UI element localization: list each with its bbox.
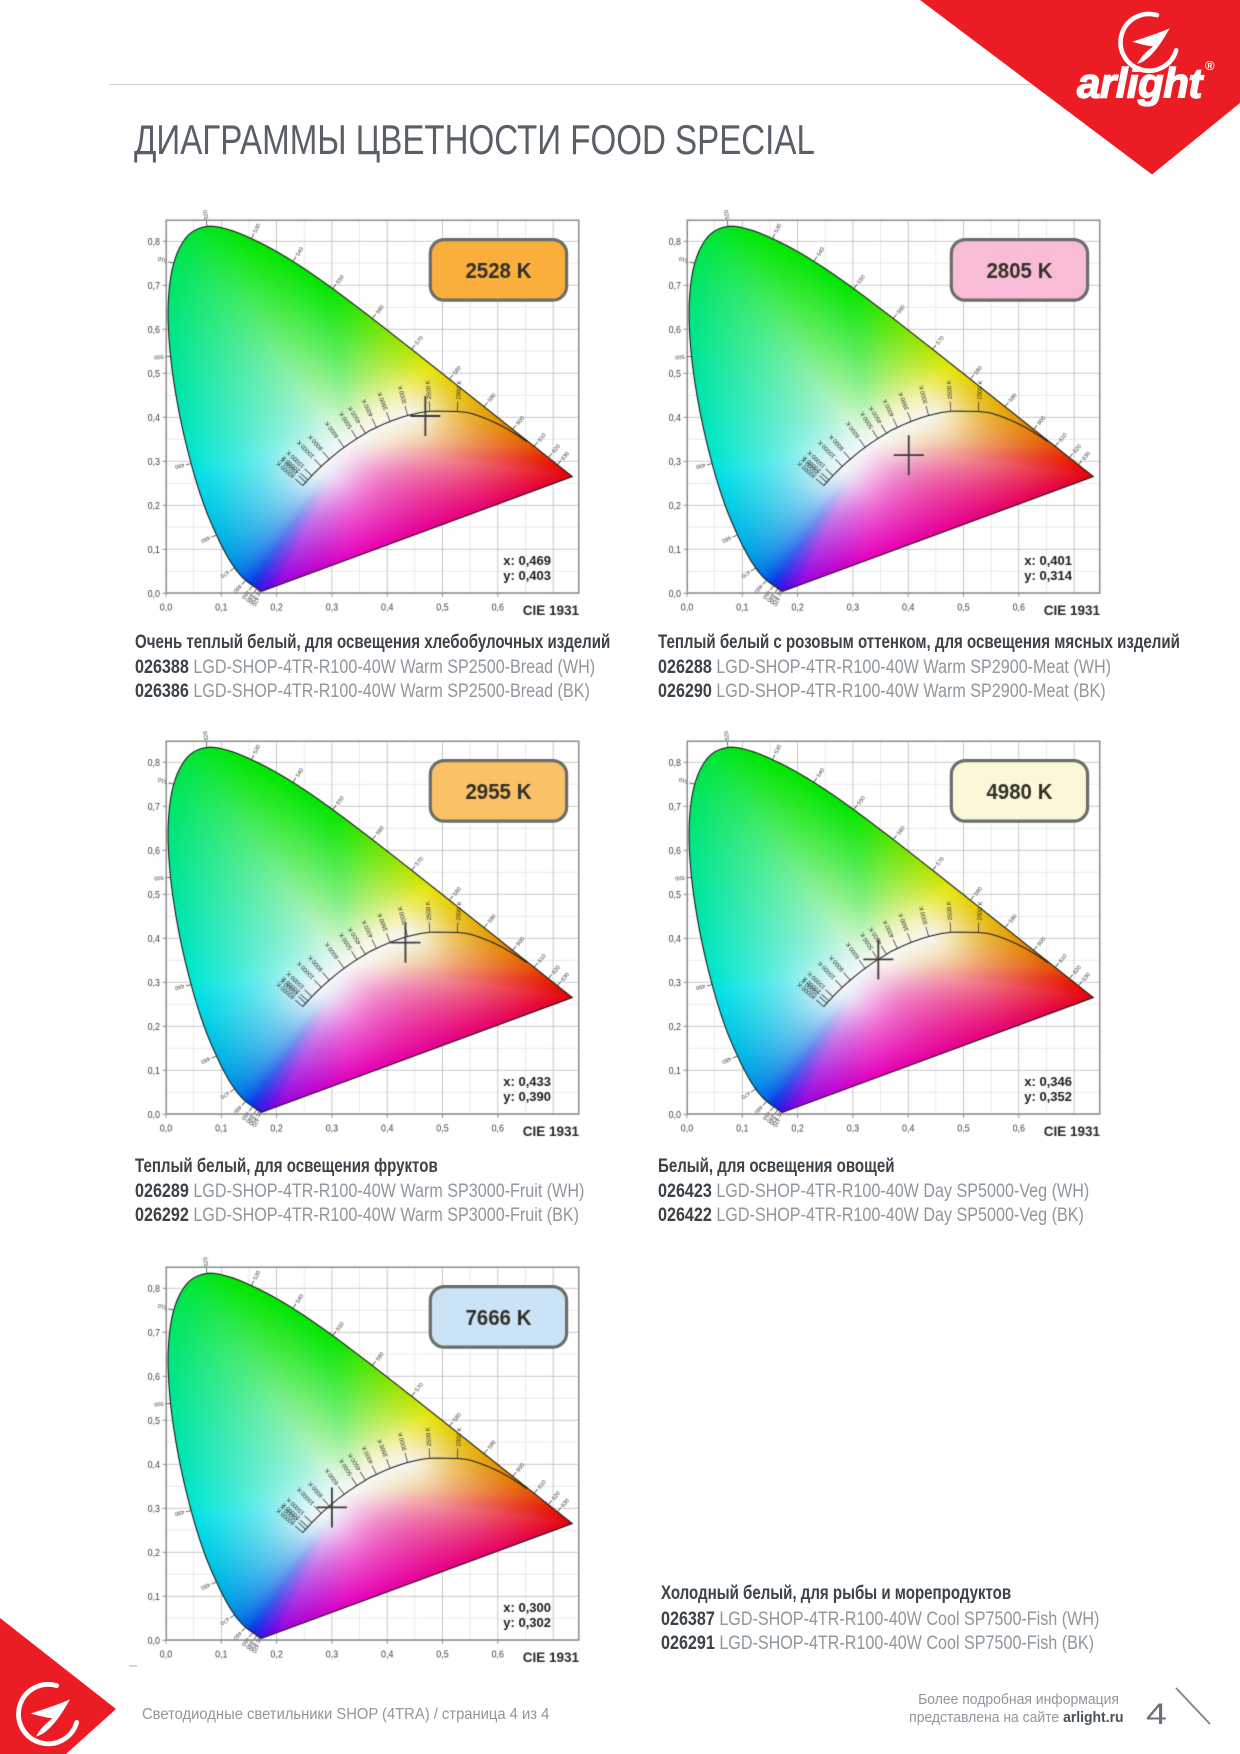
svg-text:arlight: arlight (1077, 60, 1204, 107)
svg-text:®: ® (1205, 58, 1215, 73)
